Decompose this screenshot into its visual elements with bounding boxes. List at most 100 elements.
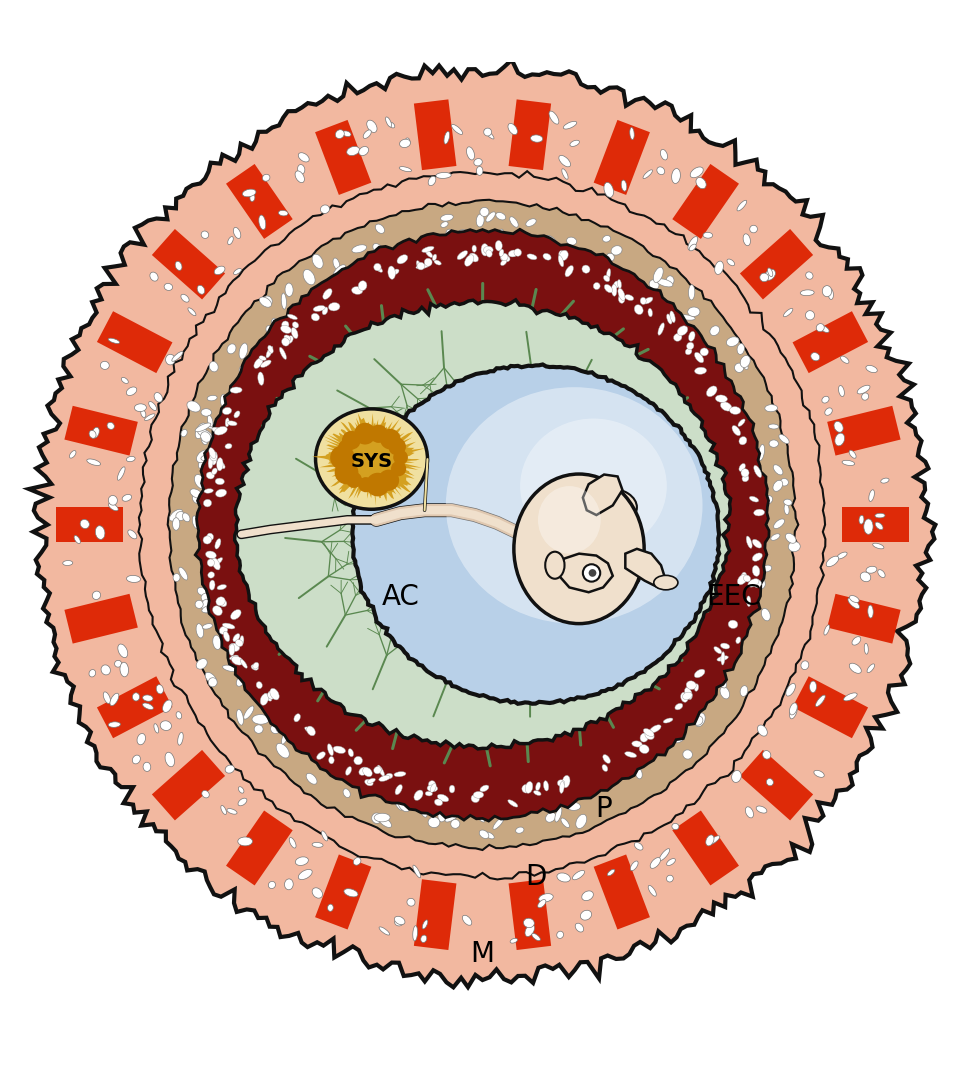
Ellipse shape bbox=[367, 778, 375, 783]
Ellipse shape bbox=[538, 900, 546, 907]
Ellipse shape bbox=[672, 824, 679, 830]
Ellipse shape bbox=[348, 749, 353, 757]
Ellipse shape bbox=[499, 249, 504, 257]
Ellipse shape bbox=[194, 474, 206, 489]
Ellipse shape bbox=[400, 139, 410, 148]
Ellipse shape bbox=[826, 556, 839, 567]
Ellipse shape bbox=[395, 784, 402, 794]
Ellipse shape bbox=[618, 288, 625, 300]
Ellipse shape bbox=[875, 514, 885, 518]
Ellipse shape bbox=[712, 360, 717, 370]
Polygon shape bbox=[152, 228, 225, 299]
Ellipse shape bbox=[510, 217, 518, 227]
Ellipse shape bbox=[216, 458, 223, 471]
Circle shape bbox=[366, 473, 390, 496]
Ellipse shape bbox=[753, 540, 761, 548]
Ellipse shape bbox=[774, 519, 785, 529]
Ellipse shape bbox=[258, 372, 264, 385]
Ellipse shape bbox=[154, 393, 162, 403]
Ellipse shape bbox=[179, 567, 188, 580]
Ellipse shape bbox=[123, 494, 131, 502]
Ellipse shape bbox=[74, 535, 80, 544]
Ellipse shape bbox=[572, 870, 585, 880]
Ellipse shape bbox=[132, 693, 140, 701]
Ellipse shape bbox=[771, 534, 780, 541]
Ellipse shape bbox=[510, 938, 517, 943]
Ellipse shape bbox=[656, 279, 673, 287]
Ellipse shape bbox=[441, 222, 448, 227]
Ellipse shape bbox=[741, 572, 747, 583]
Ellipse shape bbox=[604, 183, 614, 197]
Ellipse shape bbox=[549, 111, 559, 124]
Polygon shape bbox=[316, 854, 372, 929]
Polygon shape bbox=[96, 677, 173, 739]
Ellipse shape bbox=[806, 272, 813, 280]
Ellipse shape bbox=[721, 652, 725, 665]
Ellipse shape bbox=[333, 746, 345, 754]
Ellipse shape bbox=[197, 285, 205, 294]
Ellipse shape bbox=[515, 240, 521, 249]
Ellipse shape bbox=[763, 495, 773, 504]
Ellipse shape bbox=[582, 891, 593, 901]
Ellipse shape bbox=[228, 236, 234, 245]
Ellipse shape bbox=[264, 693, 272, 701]
Ellipse shape bbox=[201, 231, 208, 238]
Ellipse shape bbox=[316, 409, 427, 509]
Circle shape bbox=[388, 437, 406, 456]
Ellipse shape bbox=[386, 116, 392, 127]
Ellipse shape bbox=[311, 300, 320, 310]
Ellipse shape bbox=[406, 250, 417, 264]
Ellipse shape bbox=[875, 522, 883, 530]
Ellipse shape bbox=[145, 413, 155, 421]
Ellipse shape bbox=[472, 245, 477, 252]
Ellipse shape bbox=[428, 817, 440, 828]
Ellipse shape bbox=[560, 781, 565, 793]
Ellipse shape bbox=[837, 552, 847, 559]
Ellipse shape bbox=[232, 656, 243, 665]
Ellipse shape bbox=[259, 356, 266, 360]
Ellipse shape bbox=[697, 345, 711, 350]
Ellipse shape bbox=[634, 305, 643, 314]
Ellipse shape bbox=[657, 166, 665, 175]
Ellipse shape bbox=[262, 174, 270, 182]
Text: EEC: EEC bbox=[706, 583, 760, 611]
Ellipse shape bbox=[710, 325, 720, 335]
Ellipse shape bbox=[214, 426, 228, 435]
Ellipse shape bbox=[192, 516, 199, 529]
Ellipse shape bbox=[745, 807, 754, 818]
Polygon shape bbox=[792, 311, 868, 373]
Ellipse shape bbox=[508, 123, 517, 135]
Ellipse shape bbox=[603, 275, 610, 282]
Ellipse shape bbox=[474, 159, 482, 165]
Ellipse shape bbox=[848, 597, 860, 608]
Ellipse shape bbox=[522, 784, 531, 793]
Ellipse shape bbox=[202, 434, 208, 445]
Ellipse shape bbox=[295, 171, 304, 183]
Ellipse shape bbox=[225, 765, 234, 774]
Ellipse shape bbox=[602, 765, 608, 771]
Ellipse shape bbox=[493, 230, 504, 244]
Ellipse shape bbox=[611, 246, 622, 255]
Ellipse shape bbox=[746, 536, 752, 548]
Ellipse shape bbox=[781, 479, 788, 486]
Ellipse shape bbox=[766, 779, 773, 786]
Polygon shape bbox=[536, 510, 645, 602]
Ellipse shape bbox=[162, 700, 172, 713]
Ellipse shape bbox=[559, 156, 570, 166]
Ellipse shape bbox=[236, 709, 243, 726]
Ellipse shape bbox=[779, 434, 789, 444]
Circle shape bbox=[346, 472, 362, 487]
Ellipse shape bbox=[217, 425, 227, 435]
Polygon shape bbox=[740, 750, 813, 820]
Ellipse shape bbox=[636, 288, 647, 298]
Ellipse shape bbox=[200, 479, 210, 486]
Ellipse shape bbox=[444, 132, 450, 144]
Ellipse shape bbox=[134, 404, 147, 411]
Polygon shape bbox=[827, 406, 900, 456]
Ellipse shape bbox=[677, 325, 688, 335]
Ellipse shape bbox=[485, 212, 495, 222]
Ellipse shape bbox=[659, 849, 670, 861]
Ellipse shape bbox=[250, 194, 255, 201]
Ellipse shape bbox=[225, 418, 230, 426]
Ellipse shape bbox=[508, 800, 518, 807]
